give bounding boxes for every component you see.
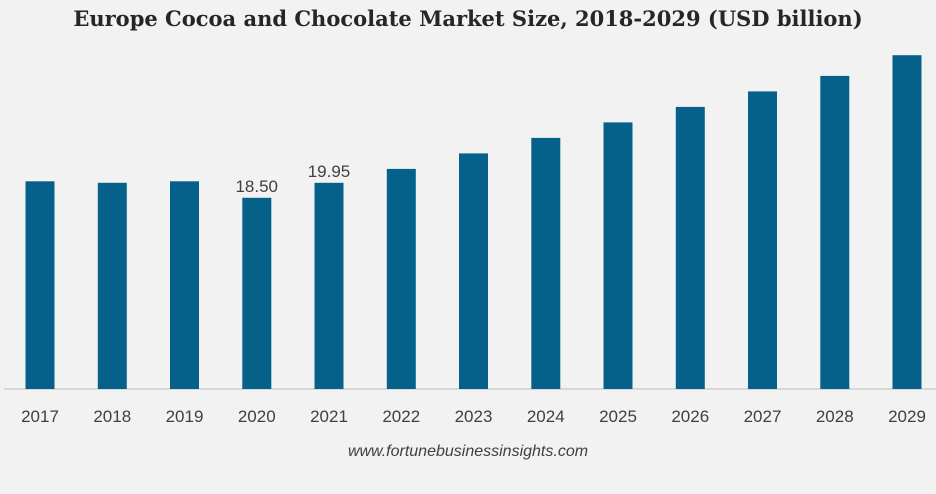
data-label-2020: 18.50 [235, 177, 278, 196]
bar-2023 [459, 153, 488, 389]
x-tick-label-2023: 2023 [455, 407, 493, 426]
x-tick-label-2027: 2027 [744, 407, 782, 426]
bar-2022 [386, 168, 416, 389]
x-tick-labels-group: 2017 2018 2019 2020 2021 2022 2023 2024 2025 2026… [21, 407, 926, 426]
x-tick-label-2029: 2029 [888, 407, 926, 426]
bar-2021 [314, 182, 344, 389]
bar-2024 [531, 137, 561, 389]
x-tick-label-2018: 2018 [93, 407, 131, 426]
bar-2029 [892, 55, 922, 389]
x-tick-label-2017: 2017 [21, 407, 59, 426]
x-tick-label-2020: 2020 [238, 407, 276, 426]
bars-group [25, 55, 922, 390]
x-tick-label-2021: 2021 [310, 407, 348, 426]
bar-2025 [603, 122, 633, 390]
bar-2028 [820, 75, 850, 390]
bar-2017 [25, 181, 55, 389]
source-text: www.fortunebusinessinsights.com [347, 443, 589, 460]
bar-2027 [748, 91, 777, 390]
x-tick-label-2019: 2019 [166, 407, 204, 426]
bar-2026 [675, 106, 705, 390]
x-tick-label-2025: 2025 [599, 407, 637, 426]
x-tick-label-2022: 2022 [382, 407, 420, 426]
chart-title: Europe Cocoa and Chocolate Market Size, … [73, 6, 863, 31]
bar-2019 [170, 181, 199, 389]
x-tick-label-2024: 2024 [527, 407, 565, 426]
data-labels-group: 18.50 19.95 [235, 162, 350, 196]
bar-2018 [97, 182, 127, 389]
data-label-2021: 19.95 [308, 162, 351, 181]
x-tick-label-2028: 2028 [816, 407, 854, 426]
x-tick-label-2026: 2026 [671, 407, 709, 426]
bar-2020 [242, 197, 272, 389]
